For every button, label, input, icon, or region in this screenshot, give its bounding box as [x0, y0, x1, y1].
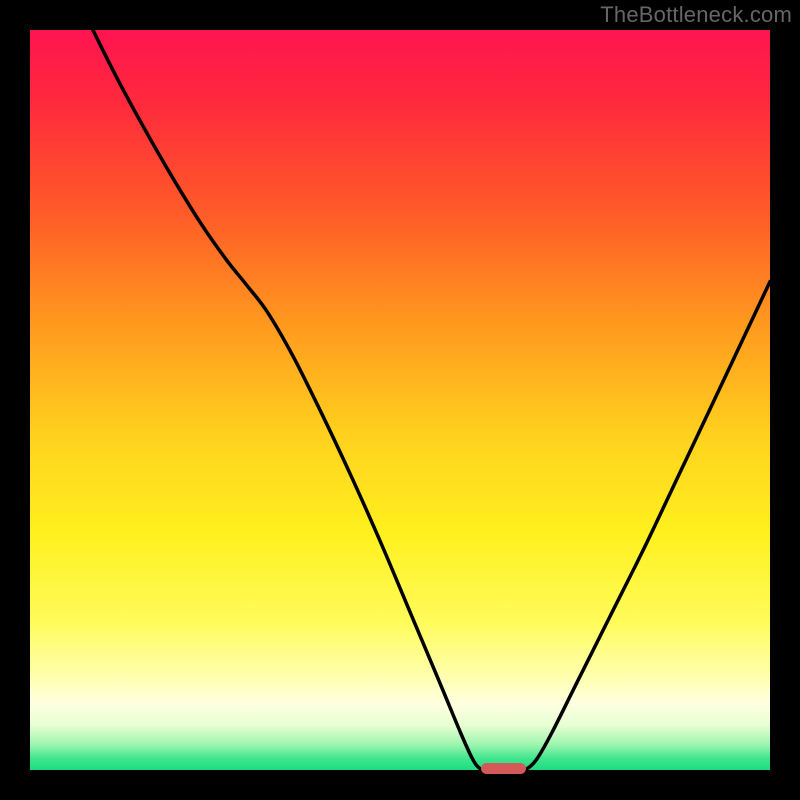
- watermark-label: TheBottleneck.com: [600, 2, 792, 28]
- bottleneck-curve: [30, 30, 770, 770]
- optimal-marker: [481, 763, 525, 775]
- plot-area: [30, 30, 770, 770]
- chart-container: TheBottleneck.com: [0, 0, 800, 800]
